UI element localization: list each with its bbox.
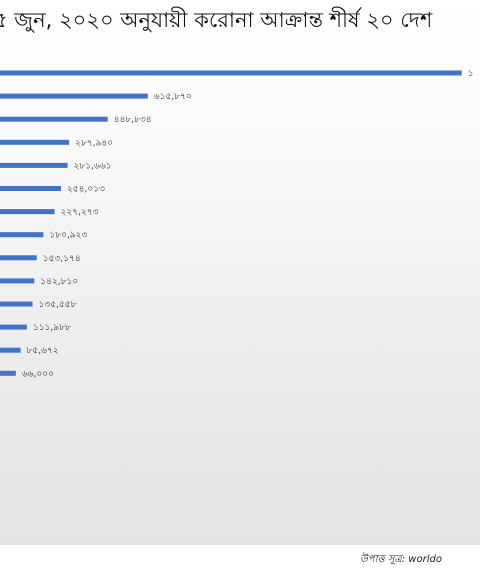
bar [0, 232, 44, 238]
bar [0, 139, 70, 145]
bar [0, 93, 148, 99]
data-label: ১৪২,৮১০ [40, 277, 78, 287]
bar [0, 278, 35, 284]
data-label: ৬১৫,৮৭০ [154, 92, 192, 102]
data-label: ২৮১,৬৬১ [74, 161, 112, 171]
bar [0, 370, 16, 376]
data-label: ২৫৪,০১৩ [67, 185, 105, 195]
bar [0, 209, 55, 215]
chart-title: ৫ জুন, ২০২০ অনুযায়ী করোনা আক্রান্ত শীর্… [0, 8, 433, 32]
data-label: ৪৪৮,৮৩৪ [114, 115, 152, 125]
chart-area [0, 0, 480, 545]
data-label: ৮৫,৬৭২ [27, 346, 59, 356]
bar [0, 324, 27, 330]
bar [0, 301, 33, 307]
data-label: ১১১,৯৮৮ [33, 323, 71, 333]
source-note: উপাত্ত সূত্র: worldo [360, 554, 442, 565]
bar [0, 162, 68, 168]
bar [0, 186, 61, 191]
bar [0, 70, 462, 76]
data-label: ৬৬,০০০ [22, 369, 54, 379]
data-label: ১৫৩,১৭৪ [43, 254, 81, 264]
data-label: ২২৭,২৭৩ [61, 208, 99, 218]
bar [0, 255, 37, 261]
data-label: ১ [468, 69, 474, 79]
data-label: ১৩৫,৫৫৮ [39, 300, 77, 310]
bar [0, 347, 21, 353]
data-label: ২৮৭,৯৪০ [75, 138, 113, 148]
bar-chart: ১ ৬১৫,৮৭০ ৪৪৮,৮৩৪ ২৮৭,৯৪০ ২৮১,৬৬১ ২৫৪,০১৩ ২২৭,… [0, 69, 474, 379]
bar [0, 116, 108, 122]
data-label: ১৮০,৯২৩ [49, 231, 87, 241]
